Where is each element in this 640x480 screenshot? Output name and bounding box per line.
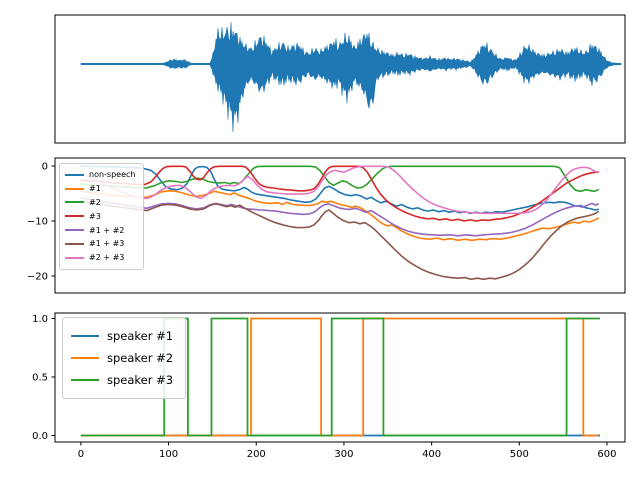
legend-entry-label: #1 + #3: [89, 239, 125, 249]
legend-entry-label: #1: [89, 184, 101, 194]
legend-line-sample: [65, 201, 84, 204]
y-tick-label: 0: [42, 162, 48, 173]
likelihood-curve-red: [80, 165, 600, 222]
x-tick-label: 600: [597, 449, 616, 460]
activity-step-orange: [80, 317, 599, 437]
legend-entry: #3: [65, 209, 135, 223]
likelihood-curve-brown: [80, 200, 600, 281]
y-tick-label: 0.5: [32, 373, 48, 384]
legend-line-sample: [71, 378, 99, 382]
legend-line-sample: [65, 229, 84, 232]
likelihood-curve-green: [80, 165, 600, 193]
legend-entry-label: #3: [89, 211, 101, 221]
y-tick-label: 0.0: [32, 431, 48, 442]
likelihood-frame: [54, 157, 626, 294]
likelihood-curve-purple: [80, 197, 600, 237]
legend-entry-label: #1 + #2: [89, 225, 125, 235]
likelihood-curve-pink: [80, 165, 600, 215]
legend-line-sample: [65, 173, 84, 176]
legend-entry: #1 + #2: [65, 223, 135, 237]
speaker-legend: speaker #1 speaker #2 speaker #3: [62, 317, 187, 399]
legend-entry-label: #2 + #3: [89, 253, 125, 263]
likelihood-plot: [80, 165, 600, 281]
legend-line-sample: [65, 187, 84, 190]
legend-line-sample: [71, 334, 99, 338]
legend-entry-label: speaker #1: [107, 329, 174, 343]
legend-entry: speaker #3: [71, 369, 173, 391]
axes-frames: [54, 14, 626, 443]
x-tick-label: 200: [247, 449, 266, 460]
y-tick-label: −20: [27, 272, 48, 283]
likelihood-curve-orange: [80, 190, 600, 242]
legend-entry: #1 + #3: [65, 237, 135, 251]
legend-entry-label: #2: [89, 197, 101, 207]
likelihood-legend: non-speech #1 #2 #3 #1 + #2 #1 + #3 #2 + #3: [59, 163, 145, 270]
y-tick-label: −10: [27, 217, 48, 228]
legend-entry: non-speech: [65, 168, 135, 182]
y-tick-label: 1.0: [32, 314, 48, 325]
waveform-plot: [80, 22, 622, 133]
x-tick-label: 300: [334, 449, 353, 460]
legend-entry-label: speaker #3: [107, 373, 174, 387]
legend-entry-label: non-speech: [89, 170, 136, 180]
x-tick-label: 400: [422, 449, 441, 460]
legend-entry: #2 + #3: [65, 251, 135, 265]
axis-ticks: 0 −10 −20 0.0 0.5 1.0 0 100 200 300 400 500 600: [27, 162, 617, 461]
waveform-frame: [54, 14, 626, 144]
x-tick-label: 0: [78, 449, 84, 460]
x-tick-label: 500: [510, 449, 529, 460]
legend-entry: #2: [65, 196, 135, 210]
legend-entry: speaker #1: [71, 325, 173, 347]
likelihood-curve-blue: [80, 165, 600, 215]
legend-line-sample: [65, 215, 84, 218]
legend-entry: #1: [65, 182, 135, 196]
waveform-trace: [80, 22, 622, 133]
legend-entry: speaker #2: [71, 347, 173, 369]
x-tick-label: 100: [159, 449, 178, 460]
legend-entry-label: speaker #2: [107, 351, 174, 365]
legend-line-sample: [65, 242, 84, 245]
legend-line-sample: [65, 256, 84, 259]
legend-line-sample: [71, 356, 99, 360]
